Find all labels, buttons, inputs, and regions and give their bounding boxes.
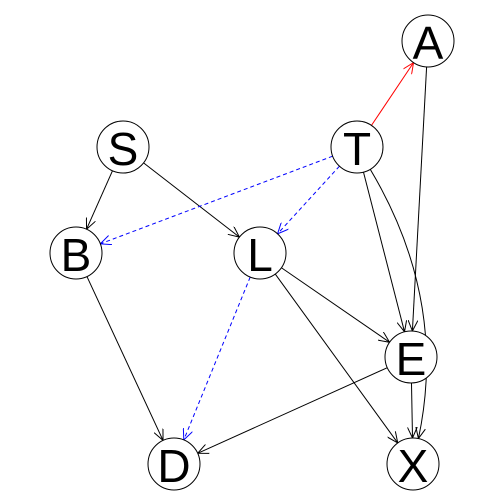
node-circle	[147, 437, 201, 491]
node-circle	[233, 226, 287, 280]
edges	[86, 63, 428, 454]
node-b: B	[49, 226, 103, 281]
node-circle	[386, 437, 440, 491]
node-label: T	[343, 123, 371, 175]
node-label: E	[396, 333, 427, 385]
node-circle	[401, 14, 455, 68]
node-label: X	[398, 440, 429, 492]
edge-e-to-d	[198, 367, 388, 454]
node-s: S	[96, 120, 150, 175]
node-circle	[330, 120, 384, 174]
edge-b-to-d	[86, 276, 163, 441]
node-x: X	[386, 437, 440, 492]
edge-t-to-l	[278, 165, 340, 234]
edge-a-to-e	[412, 66, 428, 331]
node-label: S	[108, 123, 139, 175]
node-a: A	[401, 14, 455, 69]
nodes: A S T B L E D X	[49, 14, 455, 492]
node-label: A	[413, 17, 444, 69]
edge-l-to-d	[184, 276, 251, 440]
node-t: T	[330, 120, 384, 175]
node-label: B	[61, 229, 92, 281]
node-label: L	[247, 229, 273, 281]
edge-e-to-x	[411, 382, 412, 438]
node-circle	[384, 330, 438, 384]
edge-t-to-x	[369, 169, 428, 438]
edge-t-to-a	[371, 63, 413, 126]
node-circle	[49, 226, 103, 280]
node-d: D	[147, 437, 201, 492]
edge-s-to-l	[143, 162, 240, 237]
node-label: D	[157, 440, 190, 492]
edge-l-to-x	[274, 273, 397, 443]
node-l: L	[233, 226, 287, 281]
edge-s-to-b	[87, 170, 113, 229]
node-circle	[96, 120, 150, 174]
edge-t-to-b	[100, 155, 333, 244]
edge-l-to-e	[281, 267, 389, 343]
node-e: E	[384, 330, 438, 385]
edge-t-to-e	[362, 172, 404, 332]
